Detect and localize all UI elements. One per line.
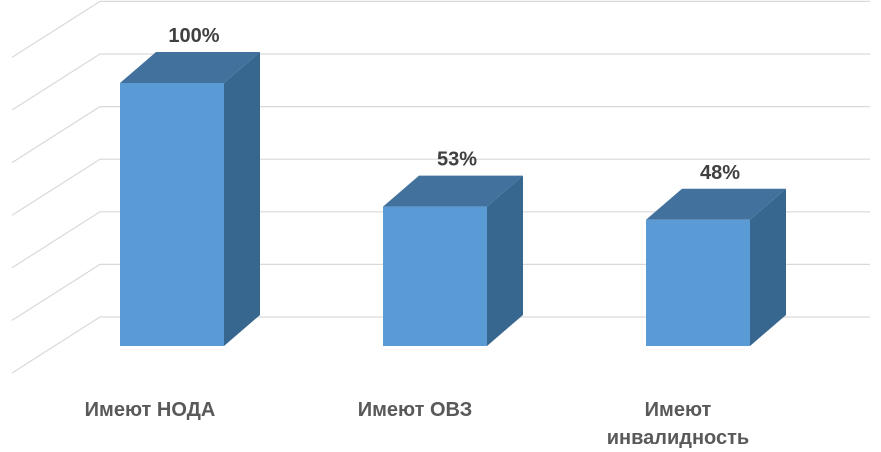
gridline-side	[11, 53, 101, 111]
data-label: 48%	[700, 162, 740, 184]
gridline-side	[11, 0, 101, 58]
category-label: Имеют ОВЗ	[305, 396, 525, 424]
category-label-line: Имеют	[644, 399, 712, 421]
gridline-side	[11, 263, 101, 321]
bar-side-face	[487, 175, 523, 346]
bar-front-face	[646, 219, 750, 346]
gridline-side	[11, 106, 101, 164]
gridline-side	[11, 158, 101, 216]
bar	[646, 188, 786, 346]
category-label-line: Имеют НОДА	[84, 399, 216, 421]
bar	[383, 175, 523, 346]
bar-side-face	[750, 188, 786, 346]
gridline-side	[11, 211, 101, 269]
data-label: 53%	[437, 149, 477, 171]
gridline-side	[11, 316, 101, 374]
bar-top-face	[646, 188, 786, 220]
bar-front-face	[120, 83, 224, 346]
data-label: 100%	[168, 25, 219, 47]
bars	[120, 52, 786, 346]
bar-top-face	[383, 175, 523, 207]
bar-front-face	[383, 206, 487, 346]
bar-side-face	[224, 52, 260, 346]
category-label: Имеют инвалидность	[568, 396, 788, 452]
data-labels: 100% 53% 48%	[168, 25, 740, 184]
category-label: Имеют НОДА	[40, 396, 260, 424]
category-label-line: Имеют ОВЗ	[357, 399, 473, 421]
bar	[120, 52, 260, 346]
bar-top-face	[120, 52, 260, 83]
category-label-line: инвалидность	[606, 427, 750, 449]
